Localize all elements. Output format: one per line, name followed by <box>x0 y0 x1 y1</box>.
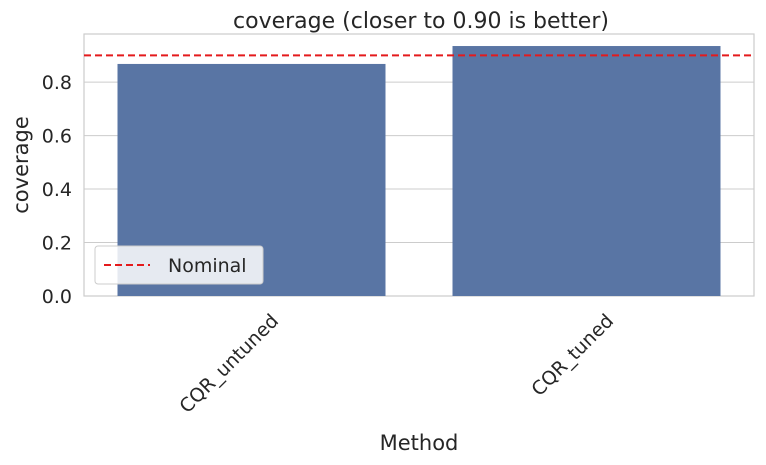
y-tick-label: 0.8 <box>42 72 72 94</box>
y-axis-label: coverage <box>9 116 33 214</box>
legend-box <box>94 245 264 285</box>
y-tick-label: 0.4 <box>42 179 72 201</box>
y-tick-label: 0.6 <box>42 126 72 148</box>
bars <box>117 46 721 297</box>
legend-label-nominal: Nominal <box>168 255 247 277</box>
x-axis-ticks: CQR_untuned CQR_tuned <box>175 310 618 418</box>
y-axis-ticks: 0.0 0.2 0.4 0.6 0.8 <box>42 72 72 308</box>
x-tick-label: CQR_untuned <box>175 310 283 418</box>
chart-title: coverage (closer to 0.90 is better) <box>233 9 609 34</box>
legend: Nominal <box>94 245 264 285</box>
plot-frame <box>83 33 755 297</box>
y-tick-label: 0.0 <box>42 286 72 308</box>
y-tick-label: 0.2 <box>42 233 72 255</box>
bar-cqr-tuned <box>452 46 721 297</box>
x-tick-label: CQR_tuned <box>527 310 618 401</box>
x-axis-label: Method <box>380 431 459 455</box>
